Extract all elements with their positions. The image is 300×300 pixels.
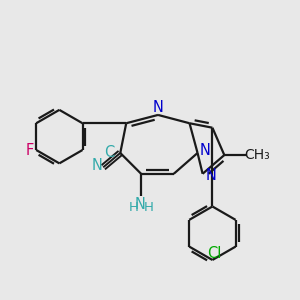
Text: F: F: [26, 142, 34, 158]
Text: N: N: [206, 168, 217, 183]
Text: H: H: [144, 202, 154, 214]
Text: C: C: [104, 145, 115, 160]
Text: N: N: [134, 197, 145, 212]
Text: H: H: [129, 202, 139, 214]
Text: N: N: [92, 158, 103, 173]
Text: Cl: Cl: [207, 246, 221, 261]
Text: N: N: [200, 142, 210, 158]
Text: CH₃: CH₃: [244, 148, 270, 162]
Text: N: N: [153, 100, 164, 115]
